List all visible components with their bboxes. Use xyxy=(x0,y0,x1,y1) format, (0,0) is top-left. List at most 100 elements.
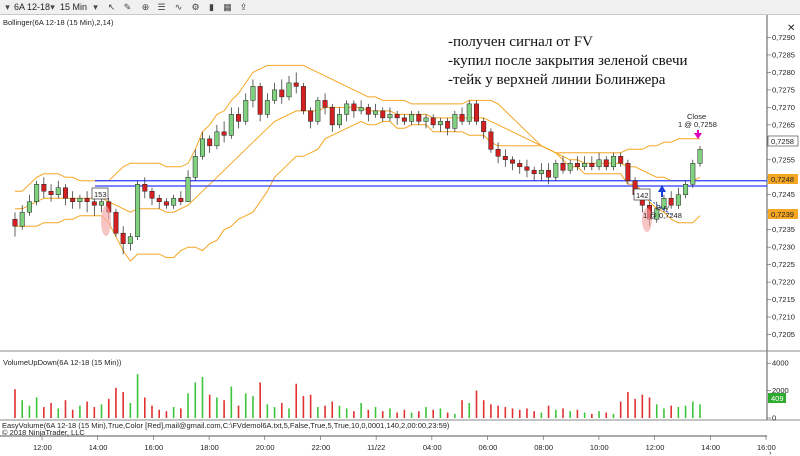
time-tick-label: 10:00 xyxy=(590,443,609,452)
chart-style-icon[interactable]: ▮ xyxy=(209,2,214,12)
volume-badge: 409 xyxy=(771,394,784,403)
time-tick-label: 14:00 xyxy=(701,443,720,452)
volume-tick-label: 4000 xyxy=(772,359,789,368)
zoom-icon[interactable]: ⊕ xyxy=(141,2,150,12)
properties-icon[interactable]: ☰ xyxy=(157,2,166,12)
interval-dropdown-icon[interactable]: ▾ xyxy=(93,2,98,12)
candle-down xyxy=(488,131,494,150)
candle-up xyxy=(452,114,458,129)
drawing-tools-icon[interactable]: ✎ xyxy=(123,2,132,12)
time-tick-label: 12:00 xyxy=(33,443,52,452)
time-axis-ticks: 12:00 14:00 16:00 18:00 20:00 22:00 11/22 04:00… xyxy=(33,436,776,452)
candle-down xyxy=(236,114,242,122)
time-tick-label: 16:00 xyxy=(757,443,776,452)
candle-up xyxy=(675,194,681,206)
price-tick-label: 0,7290 xyxy=(772,33,795,42)
candle-down xyxy=(416,114,422,122)
candle-up xyxy=(77,197,83,202)
signal-highlight-left xyxy=(101,206,111,236)
fv-level-label-box xyxy=(91,187,109,200)
trade-line xyxy=(649,199,673,216)
candle-down xyxy=(618,156,624,164)
candle-down xyxy=(668,197,674,206)
candle-down xyxy=(473,103,479,122)
volume-badge-box xyxy=(768,393,786,403)
candle-down xyxy=(156,197,162,202)
candle-up xyxy=(55,187,61,195)
price-tick-label: 0,7270 xyxy=(772,103,795,112)
chart-canvas[interactable]: 0,7290 0,7285 0,7280 0,7275 0,7270 0,7265 0,72… xyxy=(0,15,800,456)
instrument-dropdown-icon[interactable]: ▾ xyxy=(5,2,10,12)
candle-down xyxy=(293,82,299,87)
fv-levels xyxy=(95,180,767,187)
candle-up xyxy=(466,103,472,122)
candle-down xyxy=(531,170,537,175)
candle-down xyxy=(120,232,126,244)
scroll-right-icon[interactable]: › xyxy=(769,448,772,456)
candle-up xyxy=(610,156,616,168)
time-tick-label: 06:00 xyxy=(479,443,498,452)
candle-down xyxy=(401,117,407,122)
candle-down xyxy=(207,138,213,147)
time-tick-label: 22:00 xyxy=(311,443,330,452)
candle-up xyxy=(99,201,105,206)
entry-label-num: 142 xyxy=(636,191,649,200)
sell-arrow-icon xyxy=(694,130,702,139)
cursor-icon[interactable]: ↖ xyxy=(107,2,116,12)
candle-down xyxy=(257,86,263,115)
close-label: Close xyxy=(687,112,706,121)
interval-selector[interactable]: 15 Min xyxy=(60,2,88,12)
candle-up xyxy=(538,170,544,175)
strategies-icon[interactable]: ⚙ xyxy=(191,2,200,12)
candle-down xyxy=(279,89,285,98)
close-panel-icon[interactable]: ✕ xyxy=(787,23,795,34)
candle-down xyxy=(163,201,169,206)
candle-up xyxy=(243,100,249,122)
bollinger-lower-line xyxy=(15,120,701,262)
candle-down xyxy=(142,184,148,192)
last-price-badge: 0,7258 xyxy=(771,137,794,146)
volume-tick-label: 2000 xyxy=(772,386,789,395)
candle-down xyxy=(221,131,227,136)
share-icon[interactable]: ⇪ xyxy=(239,2,248,12)
candle-down xyxy=(625,163,631,182)
indicators-icon[interactable]: ∿ xyxy=(174,2,183,12)
candle-down xyxy=(48,190,54,195)
price-tick-label: 0,7230 xyxy=(772,243,795,252)
candle-down xyxy=(365,107,371,115)
note-line-3: -тейк у верхней линии Болинжера xyxy=(448,72,666,88)
close-price-label: 1 @ 0,7258 xyxy=(678,120,717,129)
price-tick-label: 0,7235 xyxy=(772,225,795,234)
candle-down xyxy=(524,166,530,171)
candle-down xyxy=(603,159,609,168)
candle-down xyxy=(445,121,451,129)
candle-down xyxy=(495,149,501,157)
candle-up xyxy=(286,82,292,98)
candle-down xyxy=(589,163,595,168)
volume-indicator-label: VolumeUpDown(6A 12-18 (15 Min)) xyxy=(3,358,122,367)
buy-price-label: 1 @ 0,7248 xyxy=(643,211,682,220)
signal-highlight-right xyxy=(642,208,652,232)
buy-price-badge-box xyxy=(768,209,798,219)
candle-up xyxy=(697,149,703,164)
candle-down xyxy=(430,117,436,126)
candle-down xyxy=(149,190,155,199)
buy-label: Buy xyxy=(656,203,669,212)
candle-up xyxy=(250,86,256,101)
time-tick-label: 08:00 xyxy=(534,443,553,452)
buy-arrow-icon xyxy=(658,185,666,197)
instrument-chevron-icon[interactable]: ▾ xyxy=(50,2,55,12)
time-tick-label: 11/22 xyxy=(367,443,385,452)
data-box-icon[interactable]: ▦ xyxy=(223,2,232,12)
price-tick-label: 0,7275 xyxy=(772,85,795,94)
candle-down xyxy=(178,197,184,202)
time-tick-label: 16:00 xyxy=(144,443,163,452)
candles xyxy=(12,72,703,255)
instrument-selector[interactable]: 6A 12-18 xyxy=(14,2,51,12)
candle-up xyxy=(683,184,689,195)
time-tick-label: 14:00 xyxy=(89,443,108,452)
price-tick-label: 0,7225 xyxy=(772,260,795,269)
candle-up xyxy=(34,184,40,202)
price-tick-label: 0,7280 xyxy=(772,68,795,77)
candle-up xyxy=(358,107,364,112)
